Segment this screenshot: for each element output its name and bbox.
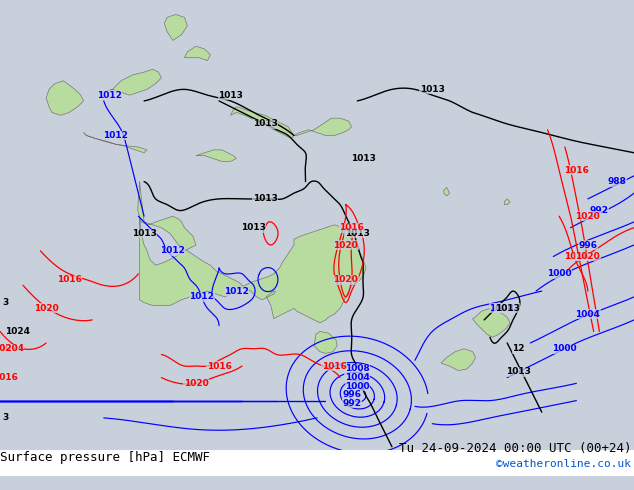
Text: 1000: 1000 bbox=[345, 382, 370, 391]
Text: 1000: 1000 bbox=[547, 270, 571, 278]
Text: 12: 12 bbox=[512, 344, 525, 353]
Polygon shape bbox=[104, 69, 162, 95]
Polygon shape bbox=[472, 308, 510, 337]
Text: 1012: 1012 bbox=[160, 246, 185, 255]
Polygon shape bbox=[138, 182, 366, 323]
Text: 1020: 1020 bbox=[184, 379, 209, 388]
Text: 1012: 1012 bbox=[190, 293, 214, 301]
Polygon shape bbox=[314, 331, 337, 353]
Text: 1016: 1016 bbox=[564, 252, 589, 261]
Text: Surface pressure [hPa] ECMWF: Surface pressure [hPa] ECMWF bbox=[0, 451, 210, 464]
Text: 1012: 1012 bbox=[224, 287, 249, 295]
Text: 1012: 1012 bbox=[97, 91, 122, 99]
Polygon shape bbox=[441, 349, 476, 370]
Text: 1024: 1024 bbox=[5, 327, 30, 336]
Text: 3: 3 bbox=[3, 414, 9, 422]
Polygon shape bbox=[231, 107, 294, 138]
Text: Tu 24-09-2024 00:00 UTC (00+24): Tu 24-09-2024 00:00 UTC (00+24) bbox=[399, 442, 631, 455]
Text: 1013: 1013 bbox=[253, 120, 278, 128]
Bar bbox=[0, 450, 634, 476]
Polygon shape bbox=[164, 14, 187, 40]
Text: 996: 996 bbox=[342, 391, 361, 399]
Text: 1004: 1004 bbox=[345, 373, 370, 382]
Text: 1016: 1016 bbox=[207, 362, 231, 370]
Text: 3: 3 bbox=[3, 298, 9, 307]
Text: 1020: 1020 bbox=[34, 304, 58, 313]
Text: 1016: 1016 bbox=[339, 223, 364, 232]
Text: 1012: 1012 bbox=[103, 131, 127, 140]
Polygon shape bbox=[84, 133, 147, 153]
Polygon shape bbox=[444, 187, 450, 196]
Text: 1020: 1020 bbox=[333, 241, 358, 249]
Text: 1016: 1016 bbox=[564, 166, 589, 174]
Polygon shape bbox=[196, 150, 236, 161]
Text: 992: 992 bbox=[342, 399, 361, 408]
Text: 1020: 1020 bbox=[576, 252, 600, 261]
Text: 1016: 1016 bbox=[322, 362, 347, 370]
Text: 1013: 1013 bbox=[132, 229, 157, 238]
Polygon shape bbox=[504, 199, 510, 205]
Polygon shape bbox=[294, 118, 352, 136]
Text: 1013: 1013 bbox=[253, 195, 278, 203]
Text: 1000: 1000 bbox=[552, 344, 577, 353]
Text: 1016: 1016 bbox=[56, 275, 82, 284]
Text: 1004: 1004 bbox=[576, 310, 600, 318]
Polygon shape bbox=[46, 81, 84, 115]
Text: 1013: 1013 bbox=[507, 368, 531, 376]
Text: 1013: 1013 bbox=[345, 229, 370, 238]
Text: 1013: 1013 bbox=[351, 154, 375, 163]
Text: 1016: 1016 bbox=[0, 373, 18, 382]
Text: 1013: 1013 bbox=[495, 304, 520, 313]
Text: 1020: 1020 bbox=[0, 344, 18, 353]
Text: 996: 996 bbox=[578, 241, 597, 249]
Text: 988: 988 bbox=[607, 177, 626, 186]
Text: 1024: 1024 bbox=[0, 344, 24, 353]
Polygon shape bbox=[184, 46, 210, 61]
Text: 1020: 1020 bbox=[333, 275, 358, 284]
Text: 1020: 1020 bbox=[576, 212, 600, 220]
Text: 1013: 1013 bbox=[420, 85, 444, 94]
Text: 1013: 1013 bbox=[218, 91, 243, 99]
Text: 1013: 1013 bbox=[241, 223, 266, 232]
Text: 1008: 1008 bbox=[345, 365, 370, 373]
Text: 1008: 1008 bbox=[489, 304, 514, 313]
Text: ©weatheronline.co.uk: ©weatheronline.co.uk bbox=[496, 459, 631, 468]
Text: 992: 992 bbox=[590, 206, 609, 215]
